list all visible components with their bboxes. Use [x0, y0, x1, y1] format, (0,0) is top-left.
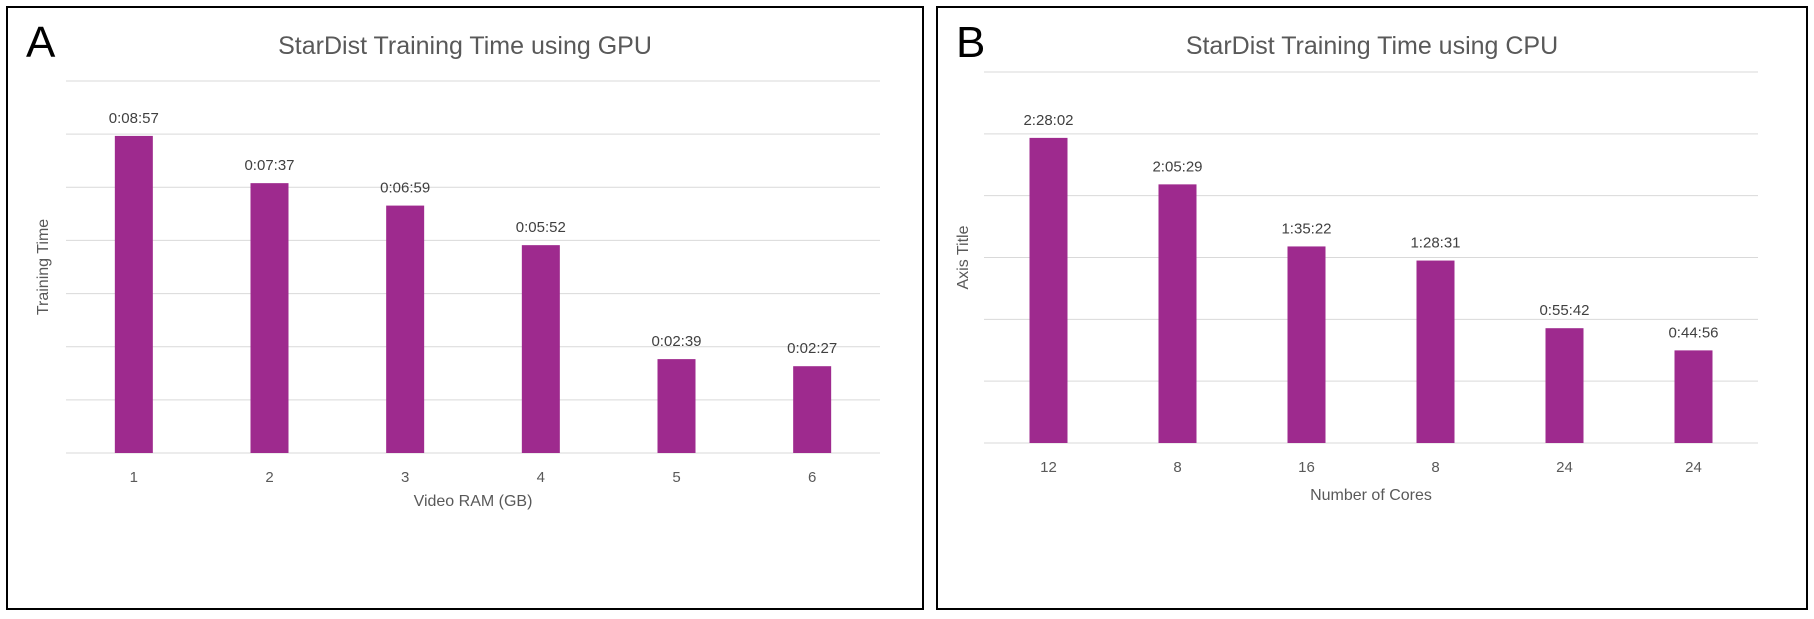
- y-axis-title: Training Time: [35, 219, 52, 315]
- data-label: 0:07:37: [244, 157, 294, 174]
- x-tick-label: 5: [672, 469, 680, 486]
- chart-panel-b: B StarDist Training Time using CPU 2:28:…: [936, 6, 1808, 610]
- x-tick-label: 16: [1298, 459, 1315, 476]
- bar-chart-b: 2:28:02 12 2:05:29 8 1:35:22 16 1:28:31 8 0:55:4…: [955, 71, 1758, 504]
- bar: [1545, 328, 1584, 443]
- x-tick-label: 24: [1685, 459, 1702, 476]
- x-tick-label: 2: [265, 469, 273, 486]
- bar: [1674, 350, 1713, 443]
- x-axis-title: Number of Cores: [1310, 487, 1432, 504]
- data-label: 0:02:27: [787, 340, 837, 357]
- chart-title-b: StarDist Training Time using CPU: [1185, 32, 1559, 60]
- bar-chart-a: 0:08:57 1 0:07:37 2 0:06:59 3 0:05:52 4 0:02:39 5…: [35, 80, 880, 510]
- data-label: 0:55:42: [1539, 302, 1589, 319]
- data-label: 1:28:31: [1410, 235, 1460, 252]
- data-label: 1:35:22: [1281, 220, 1331, 237]
- bar: [1029, 137, 1068, 444]
- bar: [250, 183, 289, 453]
- bar: [793, 366, 832, 453]
- x-tick-label: 1: [130, 469, 138, 486]
- x-tick-label: 3: [401, 469, 409, 486]
- bar: [1416, 260, 1455, 443]
- bar: [657, 359, 696, 453]
- data-label: 0:05:52: [516, 219, 566, 236]
- x-tick-label: 12: [1040, 459, 1057, 476]
- data-label: 2:28:02: [1023, 112, 1073, 129]
- x-tick-label: 4: [537, 469, 545, 486]
- data-label: 0:06:59: [380, 180, 430, 197]
- y-axis-title: Axis Title: [955, 225, 972, 289]
- bar: [114, 135, 153, 453]
- bar: [386, 205, 425, 453]
- x-axis-title: Video RAM (GB): [414, 493, 533, 510]
- data-label: 0:08:57: [109, 110, 159, 127]
- x-tick-label: 8: [1173, 459, 1181, 476]
- bar: [521, 245, 560, 453]
- bar: [1287, 246, 1326, 443]
- panel-letter-a: A: [26, 18, 56, 67]
- x-tick-label: 8: [1431, 459, 1439, 476]
- x-tick-label: 6: [808, 469, 816, 486]
- data-label: 0:02:39: [651, 333, 701, 350]
- panel-letter-b: B: [956, 18, 986, 67]
- chart-title-a: StarDist Training Time using GPU: [278, 32, 652, 60]
- x-tick-label: 24: [1556, 459, 1573, 476]
- data-label: 0:44:56: [1668, 324, 1718, 341]
- bar: [1158, 184, 1197, 443]
- chart-panel-a: A StarDist Training Time using GPU 0:08:…: [6, 6, 924, 610]
- data-label: 2:05:29: [1152, 158, 1202, 175]
